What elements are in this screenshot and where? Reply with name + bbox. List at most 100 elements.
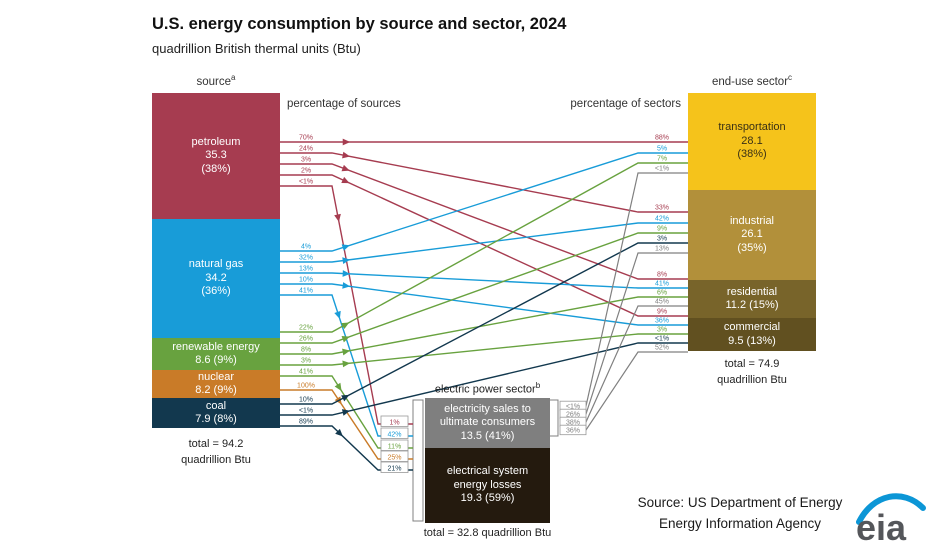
node-label: electricity sales to bbox=[444, 402, 531, 415]
pct-label-box bbox=[380, 450, 409, 462]
chart-subtitle: quadrillion British thermal units (Btu) bbox=[152, 41, 361, 56]
node-energy_losses: electrical system energy losses 19.3 (59%) bbox=[425, 448, 550, 523]
flow-arrowhead bbox=[341, 164, 350, 172]
flow-arrowhead bbox=[341, 335, 350, 343]
node-label: residential bbox=[726, 285, 778, 298]
link-petroleum-residential bbox=[280, 163, 688, 280]
percentage-of-sectors-label: percentage of sectors bbox=[570, 98, 681, 110]
source-total-units: quadrillion Btu bbox=[181, 454, 251, 466]
pct-label: 6% bbox=[657, 290, 667, 297]
node-label: 9.5 (13%) bbox=[728, 334, 776, 347]
node-residential: residential 11.2 (15%) bbox=[688, 280, 816, 318]
flow-arrowhead bbox=[342, 282, 351, 289]
pct-label: 4% bbox=[301, 244, 311, 251]
node-label: 26.1 bbox=[741, 228, 763, 241]
node-label: energy losses bbox=[453, 478, 522, 491]
flow-arrowhead bbox=[342, 348, 351, 356]
pct-label-box bbox=[380, 439, 409, 451]
node-label: renewable energy bbox=[172, 340, 260, 353]
flow-arrowhead bbox=[342, 270, 351, 277]
flow-arrowhead bbox=[342, 151, 351, 159]
eia-logo-graphic: eia bbox=[856, 493, 926, 548]
pct-label: 24% bbox=[299, 146, 313, 153]
pct-label: 38% bbox=[566, 420, 580, 427]
eia-logo-text: eia bbox=[856, 507, 907, 546]
pct-label: 2% bbox=[301, 168, 311, 175]
pct-label: 8% bbox=[301, 347, 311, 354]
node-label: 8.6 (9%) bbox=[195, 354, 237, 366]
node-label: commercial bbox=[723, 321, 781, 333]
link-coal-industrial bbox=[280, 242, 688, 405]
pct-label: 36% bbox=[655, 318, 669, 325]
pct-label: 5% bbox=[657, 146, 667, 153]
pct-label: 7% bbox=[657, 156, 667, 163]
pct-label: 8% bbox=[657, 272, 667, 279]
electric-header-text: electric power sector bbox=[434, 383, 536, 396]
pct-label: 42% bbox=[655, 216, 669, 223]
node-label: natural gas bbox=[188, 258, 244, 271]
node-electricity_sales: electricity sales to ultimate consumers 13… bbox=[425, 398, 550, 448]
pct-label: 32% bbox=[299, 255, 313, 262]
pct-label: 45% bbox=[655, 299, 669, 306]
pct-label: 33% bbox=[655, 205, 669, 212]
flow-arrowhead bbox=[342, 138, 351, 146]
link-renewable_energy-transportation bbox=[280, 162, 688, 333]
pct-label: <1% bbox=[655, 336, 669, 343]
node-label: 13.5 (41%) bbox=[460, 429, 515, 442]
pct-label: <1% bbox=[299, 179, 313, 186]
pct-label: 42% bbox=[387, 431, 401, 438]
node-label: nuclear bbox=[197, 370, 235, 383]
node-label: 35.3 bbox=[205, 149, 227, 162]
sector-total-units: quadrillion Btu bbox=[717, 374, 787, 386]
node-commercial: commercial 9.5 (13%) bbox=[688, 318, 816, 351]
electric-input-connector bbox=[412, 399, 424, 522]
link-renewable_energy-industrial bbox=[280, 232, 688, 344]
pct-label: 26% bbox=[566, 412, 580, 419]
source-header-text: source bbox=[196, 75, 232, 88]
pct-label: 3% bbox=[657, 327, 667, 334]
source-header-footnote: a bbox=[231, 73, 236, 82]
node-nuclear: nuclear 8.2 (9%) bbox=[152, 370, 280, 398]
node-label: 8.2 (9%) bbox=[195, 384, 237, 396]
pct-label: 9% bbox=[657, 226, 667, 233]
pct-label: 88% bbox=[655, 135, 669, 142]
pct-label-box bbox=[380, 461, 409, 473]
pct-label: 89% bbox=[299, 419, 313, 426]
eia-logo-swoosh bbox=[856, 493, 926, 525]
pct-label: 3% bbox=[657, 236, 667, 243]
link-coal-commercial bbox=[280, 342, 688, 416]
flow-arrowhead bbox=[341, 409, 351, 416]
node-label: electrical system bbox=[446, 465, 529, 478]
flow-arrowhead bbox=[334, 382, 342, 391]
eia-logo: eia bbox=[855, 488, 927, 550]
flow-arrowhead bbox=[341, 322, 350, 330]
pct-label: <1% bbox=[299, 408, 313, 415]
pct-label: 70% bbox=[299, 135, 313, 142]
link-renewable_energy-commercial bbox=[280, 333, 688, 366]
pct-label: 13% bbox=[299, 266, 313, 273]
sector-total-value: total = 74.9 bbox=[724, 358, 780, 370]
sector-total: total = 74.9 quadrillion Btu bbox=[688, 356, 816, 388]
pct-label: 1% bbox=[389, 419, 399, 426]
node-petroleum: petroleum 35.3 (38%) bbox=[152, 93, 280, 219]
pct-label: 10% bbox=[299, 277, 313, 284]
node-coal: coal 7.9 (8%) bbox=[152, 398, 280, 428]
sector-header-text: end-use sector bbox=[711, 75, 789, 88]
link-renewable_energy-residential bbox=[280, 296, 688, 355]
node-label: (38%) bbox=[737, 148, 767, 161]
flow-arrowhead bbox=[334, 213, 341, 222]
node-label: industrial bbox=[729, 214, 775, 227]
chart-title: U.S. energy consumption by source and se… bbox=[152, 15, 567, 33]
source-total: total = 94.2 quadrillion Btu bbox=[152, 436, 280, 468]
node-label: 28.1 bbox=[741, 134, 763, 147]
pct-label: 52% bbox=[655, 345, 669, 352]
pct-label: 10% bbox=[299, 397, 313, 404]
pct-label: 100% bbox=[297, 383, 315, 390]
node-label: petroleum bbox=[191, 135, 241, 148]
node-transportation: transportation 28.1 (38%) bbox=[688, 93, 816, 190]
flow-arrowhead bbox=[341, 394, 350, 402]
node-label: 34.2 bbox=[205, 271, 227, 284]
flow-arrowhead bbox=[341, 176, 350, 184]
